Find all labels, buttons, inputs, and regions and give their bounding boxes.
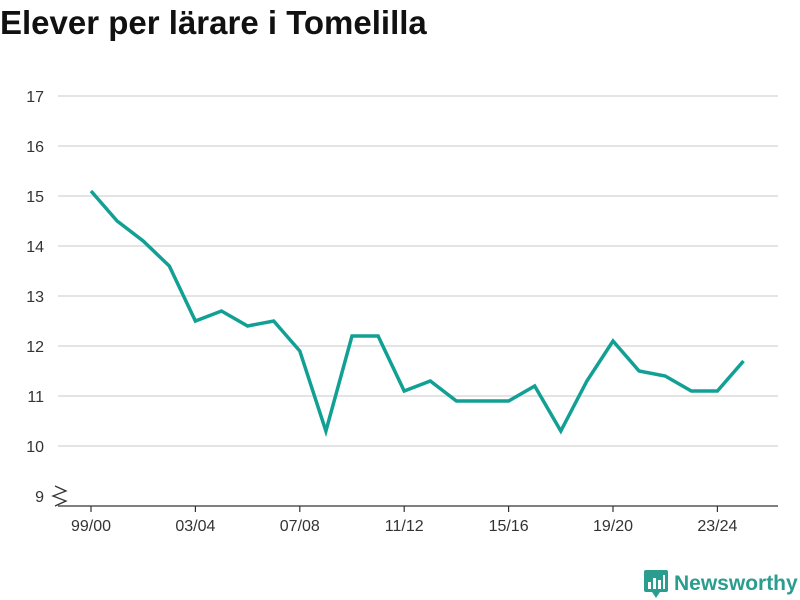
x-tick-label: 99/00 — [71, 518, 111, 535]
axis-break-icon — [51, 485, 68, 507]
x-tick-label: 19/20 — [593, 518, 633, 535]
grid-lines — [58, 95, 778, 447]
y-tick-label: 10 — [26, 439, 44, 456]
x-tick-label: 23/24 — [697, 518, 737, 535]
y-tick-label: 13 — [26, 289, 44, 306]
series-line — [89, 189, 745, 438]
newsworthy-logo-icon — [644, 570, 668, 598]
brand-name: Newsworthy — [674, 572, 798, 595]
y-tick-label: 17 — [26, 89, 44, 106]
page-title: Elever per lärare i Tomelilla — [0, 4, 427, 41]
y-tick-label: 14 — [26, 239, 44, 256]
y-tick-label: 9 — [35, 489, 44, 506]
y-axis-ticks: 9 10 11 12 13 14 15 16 17 — [26, 89, 44, 506]
x-tick-label: 03/04 — [175, 518, 215, 535]
x-tick-label: 11/12 — [385, 518, 424, 535]
x-axis: 99/00 03/04 07/08 11/12 15/16 19/20 23/24 — [58, 505, 778, 535]
brand-logo: Newsworthy — [644, 568, 798, 600]
y-tick-label: 15 — [26, 189, 44, 206]
x-tick-label: 07/08 — [280, 518, 320, 535]
x-tick-label: 15/16 — [489, 518, 529, 535]
y-tick-label: 11 — [27, 389, 44, 406]
series-group — [89, 189, 745, 438]
y-tick-label: 16 — [26, 139, 44, 156]
axis-break-mark — [51, 485, 68, 507]
y-tick-label: 12 — [26, 339, 44, 356]
